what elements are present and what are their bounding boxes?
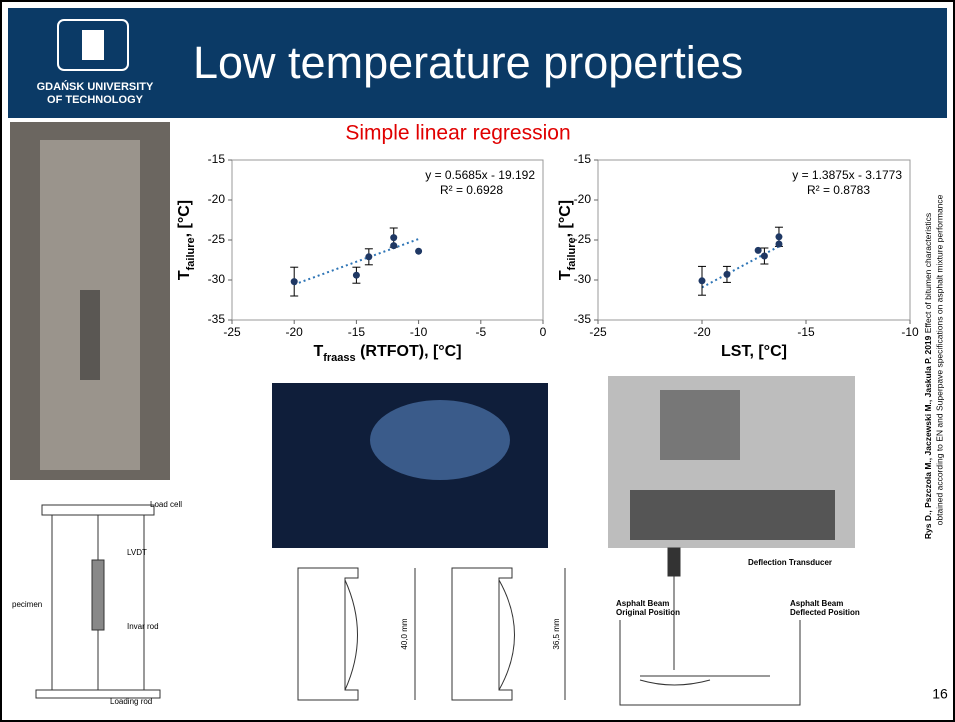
- photo-detail: [370, 400, 510, 480]
- diagram-label: 40,0 mm: [400, 618, 409, 649]
- y-tick-label: -15: [208, 152, 226, 166]
- axis-label-part: T: [313, 343, 323, 360]
- trend-r2: R² = 0.6928: [440, 183, 503, 197]
- x-tick-label: -20: [693, 325, 711, 339]
- axis-label-part: , [°C]: [176, 200, 193, 238]
- diagram-label: pecimen: [12, 600, 42, 609]
- diagram-label: LVDT: [127, 548, 147, 557]
- diagram-label: 36,5 mm: [552, 618, 561, 649]
- diagram-label: Loading rod: [110, 697, 152, 706]
- axis-label-part: T: [557, 270, 574, 280]
- point: [390, 242, 397, 249]
- axis-label-part: failure: [566, 237, 578, 270]
- point: [775, 241, 782, 248]
- point: [390, 234, 397, 241]
- x-tick-label: -25: [223, 325, 241, 339]
- x-tick-label: -15: [348, 325, 366, 339]
- x-tick-label: -25: [589, 325, 607, 339]
- diagram-label: Deflection Transducer: [748, 558, 832, 567]
- diagram-label: Original Position: [616, 608, 680, 617]
- y-tick-label: -35: [208, 312, 226, 326]
- x-tick-label: -10: [901, 325, 919, 339]
- axis-label-part: (RTFOT), [°C]: [356, 343, 462, 360]
- point: [365, 253, 372, 260]
- axis-label-part: T: [176, 270, 193, 280]
- logo-text: GDAŃSK UNIVERSITY: [37, 80, 154, 93]
- citation: obtained according to EN and Superpave s…: [934, 194, 944, 525]
- slide: GDAŃSK UNIVERSITY OF TECHNOLOGY Low temp…: [0, 0, 955, 722]
- page-number: 16: [932, 686, 948, 702]
- axis-label: LST, [°C]: [721, 343, 787, 360]
- y-tick-label: -25: [208, 232, 226, 246]
- diagram-label: Invar rod: [127, 622, 159, 631]
- y-tick-label: -30: [574, 272, 592, 286]
- diagram-label: Load cell: [150, 500, 182, 509]
- point: [723, 271, 730, 278]
- axis-label-part: , [°C]: [557, 200, 574, 238]
- x-tick-label: -5: [475, 325, 486, 339]
- point: [291, 278, 298, 285]
- subtitle: Simple linear regression: [345, 122, 570, 145]
- citation-authors: Rys D., Pszczola M., Jaczewski M., Jasku…: [923, 335, 933, 539]
- trend-r2: R² = 0.8783: [807, 183, 870, 197]
- x-tick-label: -15: [797, 325, 815, 339]
- y-tick-label: -30: [208, 272, 226, 286]
- slide-title: Low temperature properties: [193, 37, 743, 88]
- point: [699, 277, 706, 284]
- citation-title: Effect of bitumen characteristics: [923, 213, 933, 333]
- photo-detail: [660, 390, 740, 460]
- y-tick-label: -35: [574, 312, 592, 326]
- logo-shield: [82, 30, 104, 60]
- x-tick-label: -20: [286, 325, 304, 339]
- y-tick-label: -20: [208, 192, 226, 206]
- point: [775, 233, 782, 240]
- point: [353, 272, 360, 279]
- y-tick-label: -20: [574, 192, 592, 206]
- trend-equation: y = 1.3875x - 3.1773: [792, 168, 902, 182]
- logo-text: OF TECHNOLOGY: [47, 94, 144, 106]
- diagram-label: Asphalt Beam: [790, 599, 843, 608]
- y-tick-label: -15: [574, 152, 592, 166]
- x-tick-label: 0: [540, 325, 547, 339]
- photo-detail: [80, 290, 100, 380]
- diagram-label: Deflected Position: [790, 608, 860, 617]
- trend-equation: y = 0.5685x - 19.192: [425, 168, 535, 182]
- point: [761, 253, 768, 260]
- citation: Rys D., Pszczola M., Jaczewski M., Jasku…: [923, 213, 933, 539]
- axis-label-part: LST, [°C]: [721, 343, 787, 360]
- axis-label-part: fraass: [323, 352, 355, 364]
- photo-detail: [630, 490, 835, 540]
- axis-label-part: failure: [185, 237, 197, 270]
- x-tick-label: -10: [410, 325, 428, 339]
- point: [415, 248, 422, 255]
- diagram-label: Asphalt Beam: [616, 599, 669, 608]
